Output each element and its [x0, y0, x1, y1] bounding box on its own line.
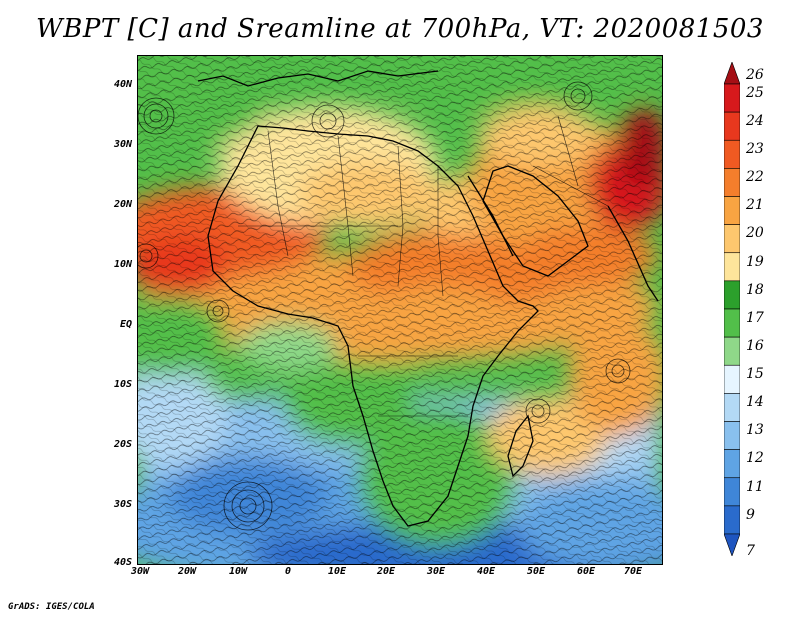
vortex-markers — [138, 81, 631, 531]
colorbar-label: 23 — [746, 141, 764, 158]
colorbar-label: 22 — [746, 169, 764, 186]
colorbar-label: 18 — [746, 281, 764, 298]
colorbar-label: 25 — [746, 84, 764, 101]
colorbar-cell — [724, 364, 740, 394]
colorbar-cell — [724, 62, 740, 85]
colorbar-label: 20 — [746, 225, 764, 242]
lon-label-50e: 50E — [526, 566, 546, 577]
colorbar-cell — [724, 224, 740, 254]
colorbar-cell — [724, 393, 740, 422]
lat-label-10n: 10N — [113, 259, 132, 270]
colorbar-label: 24 — [746, 112, 764, 129]
lon-label-30e: 30E — [426, 566, 446, 577]
lat-label-30s: 30S — [113, 499, 132, 510]
colorbar-label: 13 — [746, 422, 764, 439]
colorbar-cell — [724, 477, 740, 507]
wbpt-field-map — [138, 56, 662, 564]
lon-label-0: 0 — [284, 566, 292, 577]
lat-label-40n: 40N — [113, 79, 132, 90]
colorbar-cell — [724, 308, 740, 338]
lon-label-10w: 10W — [228, 566, 248, 577]
colorbar-label: 7 — [746, 543, 755, 559]
colorbar-cell — [724, 252, 740, 282]
lat-label-10s: 10S — [113, 379, 132, 390]
lat-label-20s: 20S — [113, 439, 132, 450]
grads-credit: GrADS: IGES/COLA — [8, 602, 95, 612]
colorbar-label: 14 — [746, 394, 764, 411]
colorbar-cell — [724, 421, 740, 450]
colorbar-cell — [724, 139, 740, 169]
colorbar-cell — [724, 533, 740, 556]
colorbar-cell — [724, 168, 740, 197]
colorbar-cell — [724, 83, 740, 113]
colorbar-label: 17 — [746, 309, 764, 326]
lon-label-70e: 70E — [623, 566, 643, 577]
lon-label-10e: 10E — [327, 566, 347, 577]
lon-label-20e: 20E — [376, 566, 396, 577]
lat-label-40s: 40S — [113, 557, 132, 568]
colorbar-label: 26 — [746, 67, 764, 83]
colorbar-label: 9 — [746, 506, 755, 523]
colorbar-label: 11 — [746, 478, 764, 495]
lon-label-30w: 30W — [130, 566, 150, 577]
colorbar-cell — [724, 336, 740, 366]
lon-label-40e: 40E — [476, 566, 496, 577]
colorbar-label: 15 — [746, 366, 764, 383]
lon-label-20w: 20W — [177, 566, 197, 577]
coastlines — [197, 70, 659, 527]
lat-label-eq: EQ — [119, 319, 132, 330]
colorbar-label: 21 — [746, 197, 764, 214]
colorbar-label: 19 — [746, 253, 764, 270]
colorbar-cell — [724, 449, 740, 479]
colorbar-label: 12 — [746, 450, 764, 467]
colorbar-cell — [724, 111, 740, 141]
colorbar — [724, 62, 740, 556]
lat-label-20n: 20N — [113, 199, 132, 210]
colorbar-cell — [724, 196, 740, 225]
map-panel — [137, 55, 663, 565]
chart-title: WBPT [C] and Sreamline at 700hPa, VT: 20… — [36, 14, 764, 44]
country-borders — [238, 115, 609, 417]
lat-label-30n: 30N — [113, 139, 132, 150]
colorbar-cell — [724, 280, 740, 310]
colorbar-label: 16 — [746, 337, 764, 354]
colorbar-cell — [724, 505, 740, 535]
lon-label-60e: 60E — [576, 566, 596, 577]
